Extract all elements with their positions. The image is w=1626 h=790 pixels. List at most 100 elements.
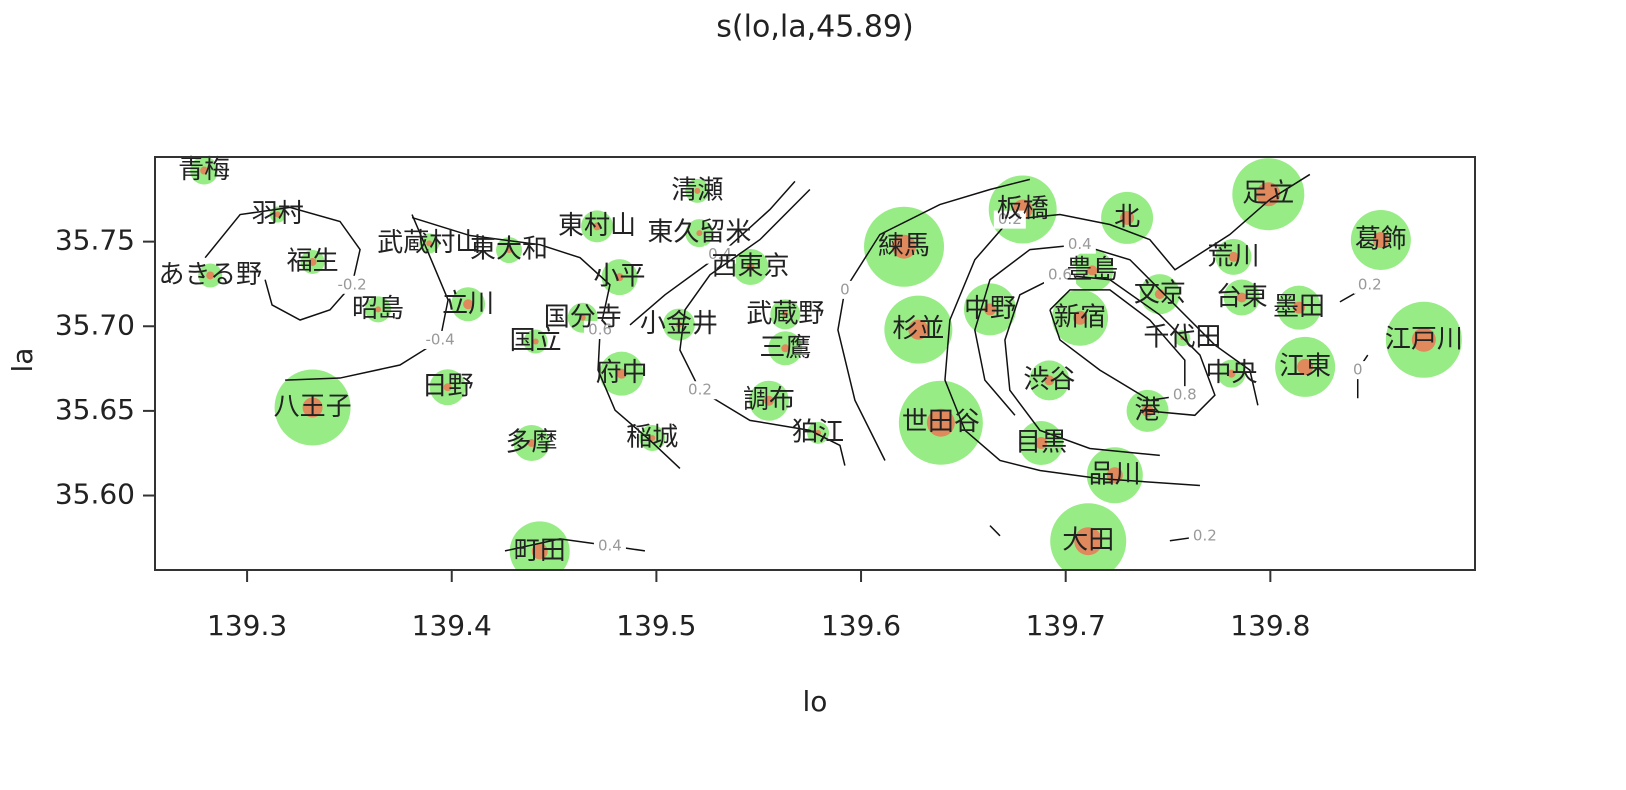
- point-label: 羽村: [252, 199, 304, 229]
- point-label: 墨田: [1273, 292, 1325, 322]
- point-label: 葛飾: [1355, 224, 1407, 254]
- point-label: 東久留米: [647, 218, 751, 248]
- point-label: 世田谷: [902, 407, 980, 437]
- point-label: 江戸川: [1385, 324, 1463, 354]
- point-label: 国分寺: [544, 302, 622, 332]
- contour-line: [679, 188, 846, 466]
- point-inner: [696, 230, 703, 237]
- contour-label: 0: [1353, 361, 1363, 379]
- point-label: 多摩: [506, 428, 558, 458]
- contour-label-bg: [1353, 275, 1386, 294]
- point-inner: [763, 395, 774, 406]
- point-label: 日野: [422, 372, 474, 402]
- contour-line: [837, 178, 1031, 461]
- point-label: 港: [1135, 395, 1161, 425]
- point-label: 三鷹: [759, 333, 811, 363]
- point-inner: [1227, 369, 1236, 378]
- point-inner: [308, 257, 317, 266]
- layer: -0.2 -0.4 0.6 0.4 0.2 0 0.2 0.4 0.6 0.8 0.2 0.4 0.2 0: [190, 157, 1462, 570]
- point-inner: [615, 273, 624, 282]
- point-label: 新宿: [1054, 302, 1106, 332]
- contour-label-bg: [424, 330, 457, 349]
- point-inner: [1120, 210, 1135, 225]
- plot-area: -0.2 -0.4 0.6 0.4 0.2 0 0.2 0.4 0.6 0.8 0.2 0.4 0.2 0…: [159, 155, 1463, 570]
- point-label: 目黒: [1015, 428, 1067, 458]
- point-label: 渋谷: [1023, 365, 1075, 395]
- point-label: 稲城: [626, 422, 678, 452]
- point-inner: [926, 408, 955, 437]
- contour-label: 0.6: [588, 320, 612, 338]
- point-inner: [908, 319, 929, 340]
- point-label: 小平: [594, 262, 646, 292]
- point-label: 東村山: [558, 211, 636, 241]
- point-label: 立川: [442, 289, 494, 319]
- point-label: 武蔵村山: [377, 228, 481, 258]
- point-inner: [1087, 265, 1098, 276]
- point-inner: [1297, 358, 1314, 375]
- point-inner: [782, 311, 789, 318]
- x-tick-label: 139.3: [207, 609, 287, 642]
- point-inner: [1293, 301, 1305, 314]
- point-label: 練馬: [878, 231, 930, 261]
- contour-label: 0.4: [1068, 235, 1092, 253]
- x-axis-label: lo: [803, 685, 828, 718]
- chart-title: s(lo,la,45.89): [716, 10, 913, 45]
- contour-line: [504, 538, 646, 552]
- point-label: 荒川: [1208, 241, 1260, 271]
- point-inner: [1035, 437, 1048, 450]
- point-inner: [1236, 292, 1247, 303]
- point-inner: [426, 240, 433, 247]
- contour-label-bg: [1168, 386, 1201, 405]
- point-label: 町田: [514, 536, 566, 566]
- y-tick-label: 35.65: [55, 393, 135, 426]
- point-inner: [781, 344, 790, 353]
- point-label: 武蔵野: [746, 299, 824, 329]
- point-label: 大田: [1062, 526, 1114, 556]
- point-inner: [1411, 327, 1436, 352]
- point-inner: [1044, 375, 1055, 386]
- y-axis-label: la: [6, 348, 39, 373]
- contour-label: 0.2: [688, 381, 712, 399]
- point-label: 中央: [1205, 358, 1257, 388]
- contour-label-bg: [336, 275, 369, 294]
- point-inner: [206, 271, 215, 280]
- point-inner: [579, 314, 586, 321]
- point-label: 板橋: [997, 194, 1049, 224]
- contour-line: [989, 525, 1001, 537]
- contour-label: 0.8: [1173, 386, 1197, 404]
- point-inner: [274, 211, 281, 218]
- x-tick-label: 139.5: [616, 609, 696, 642]
- point-inner: [983, 303, 996, 316]
- point-label: 清瀬: [671, 175, 723, 205]
- x-tick-label: 139.6: [821, 609, 901, 642]
- point-label: 杉並: [892, 314, 944, 344]
- point-label: 千代田: [1143, 323, 1221, 353]
- contour-line: [1049, 289, 1186, 402]
- x-tick-label: 139.8: [1230, 609, 1310, 642]
- contour-label-bg: [584, 320, 617, 339]
- point-label: 豊島: [1066, 255, 1118, 285]
- point-label: 狛江: [792, 417, 844, 447]
- point-label: 西東京: [712, 252, 790, 282]
- point-label: 品川: [1089, 460, 1141, 490]
- point-inner: [1372, 231, 1389, 248]
- contour-label: 0.4: [598, 536, 622, 554]
- point-label: 昭島: [352, 294, 404, 324]
- x-tick-label: 139.4: [412, 609, 492, 642]
- x-tick-label: 139.7: [1026, 609, 1106, 642]
- point-label: 小金井: [640, 309, 718, 339]
- point-inner: [1074, 527, 1103, 556]
- point-label: 福生: [287, 246, 339, 276]
- point-inner: [1256, 182, 1281, 207]
- point-label: 国立: [510, 326, 562, 356]
- point-label: 八王子: [274, 392, 352, 422]
- point-label: 足立: [1242, 179, 1294, 209]
- point-label: 中野: [964, 294, 1016, 324]
- contour-line: [411, 216, 681, 469]
- point-inner: [200, 166, 209, 175]
- contour-label: 0.2: [1193, 526, 1217, 544]
- point-inner: [593, 222, 602, 231]
- point-inner: [892, 234, 917, 259]
- contour-label-bg: [828, 280, 861, 299]
- point-inner: [532, 338, 539, 345]
